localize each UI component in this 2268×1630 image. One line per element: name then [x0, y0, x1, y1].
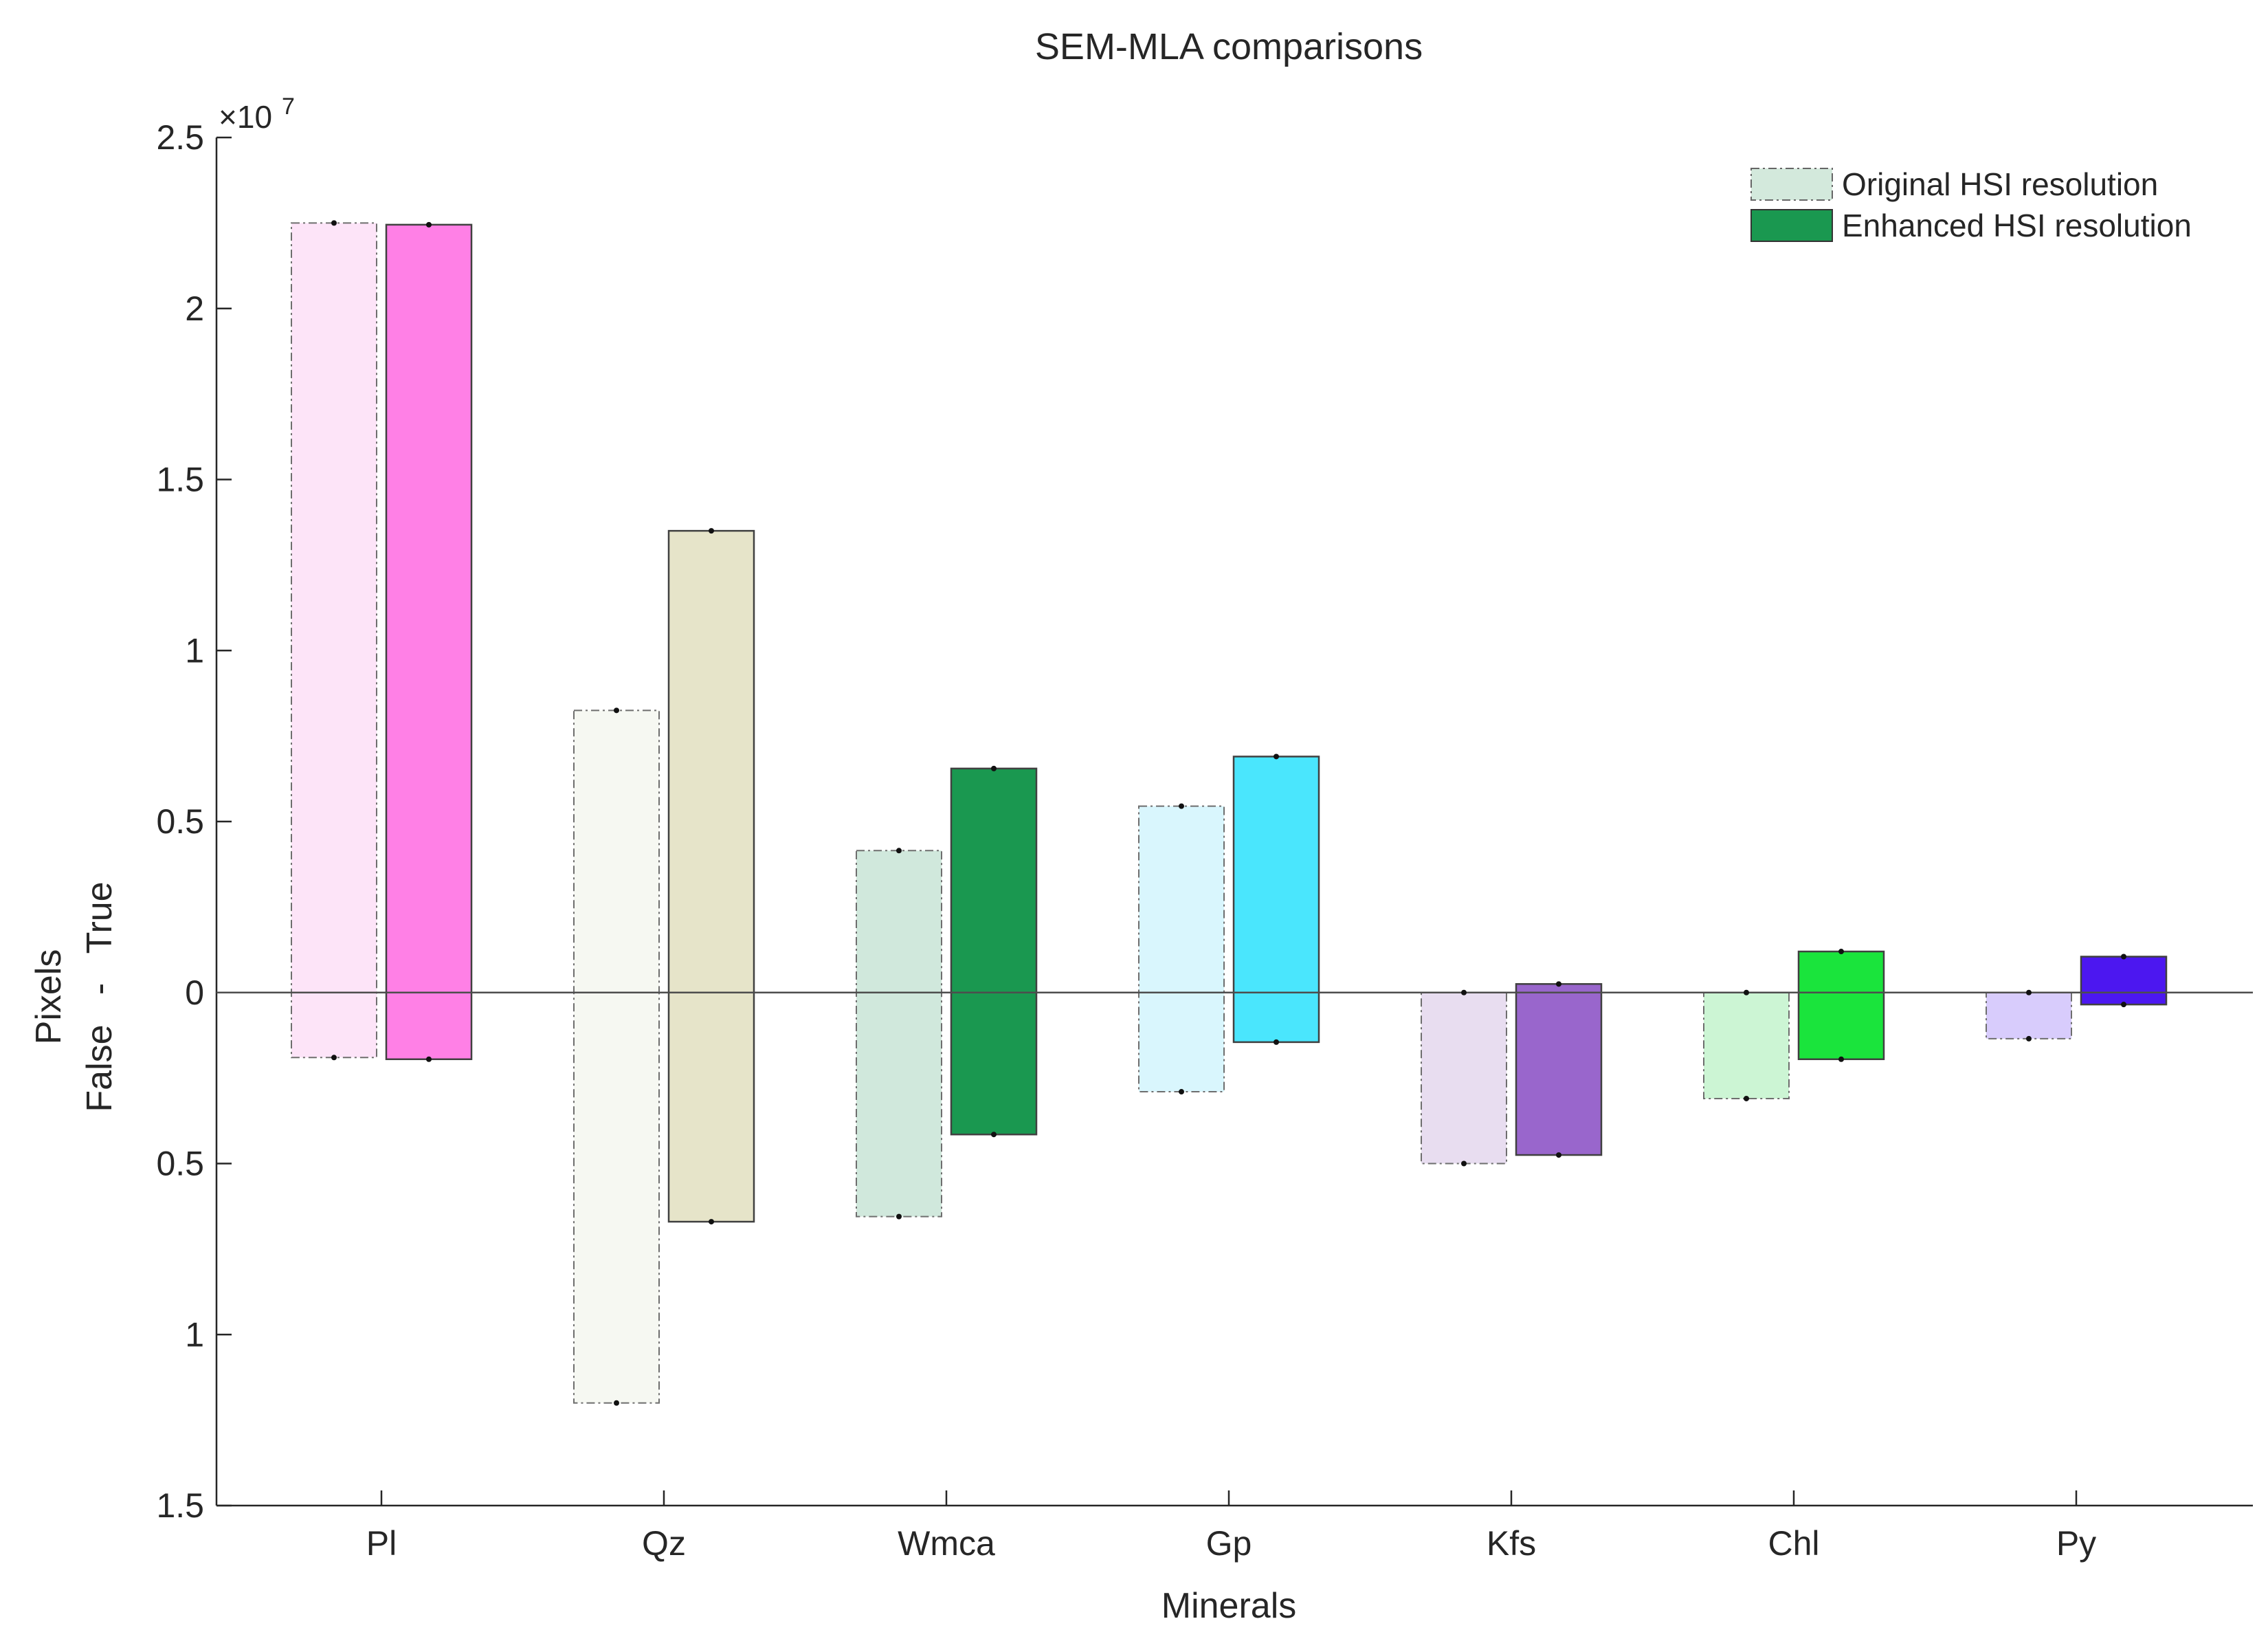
bar-top-marker: [2121, 954, 2126, 960]
axes: 2.5 2 1.5 1 0.5 0 0.5 1 1.5 Pl Qz Wmca Gp Kfs Chl Py: [156, 118, 2253, 1563]
chart-title: SEM-MLA comparisons: [1035, 26, 1423, 67]
x-tick-label: Py: [2056, 1524, 2096, 1563]
y-exponent-power: 7: [282, 93, 295, 120]
bar-enhanced-gp: [1232, 756, 1320, 1044]
x-tick-label: Wmca: [898, 1524, 995, 1563]
bar-bottom-marker: [1556, 1152, 1561, 1158]
bar-top-marker: [709, 528, 714, 534]
bar-top-marker: [896, 848, 902, 854]
bar-original-kfs: [1421, 991, 1507, 1165]
bar-enhanced-qz: [667, 529, 755, 1223]
bar-bottom-marker: [1744, 1095, 1749, 1101]
bar-bottom-marker: [1179, 1089, 1184, 1095]
x-axis-label: Minerals: [1161, 1586, 1297, 1626]
bar-top-marker: [426, 221, 432, 228]
y-tick-label: 1: [185, 1315, 204, 1354]
bar-top-marker: [1556, 981, 1561, 987]
bar-top-marker: [1744, 989, 1749, 995]
bar-bottom-marker: [2026, 1035, 2032, 1042]
y-tick-label: 0: [185, 973, 204, 1012]
legend: Original HSI resolution Enhanced HSI res…: [1750, 166, 2192, 243]
bar-enhanced-chl: [1797, 950, 1885, 1061]
x-tick-label: Qz: [642, 1524, 686, 1563]
y-tick-label: 0.5: [156, 802, 204, 841]
y-tick-label: 2.5: [156, 118, 204, 157]
bar-bottom-marker: [991, 1132, 997, 1138]
bar-bottom-marker: [614, 1400, 619, 1406]
legend-swatch-enhanced: [1750, 209, 1833, 242]
bar-top-marker: [1179, 803, 1184, 809]
bar-original-qz: [573, 709, 660, 1404]
bar-top-marker: [1274, 753, 1279, 760]
bar-original-gp: [1138, 805, 1225, 1093]
bar-top-marker: [331, 220, 337, 226]
bar-original-wmca: [856, 850, 942, 1218]
bar-bottom-marker: [2121, 1002, 2126, 1008]
bar-bottom-marker: [1274, 1039, 1279, 1045]
bar-original-py: [1986, 991, 2072, 1039]
bar-enhanced-pl: [385, 223, 473, 1061]
bar-original-pl: [291, 222, 377, 1059]
y-exponent-base: ×10: [219, 99, 272, 135]
bar-bottom-marker: [331, 1055, 337, 1061]
bar-top-marker: [614, 707, 619, 714]
bar-top-marker: [1838, 949, 1844, 955]
x-tick-label: Chl: [1768, 1524, 1819, 1563]
bar-enhanced-wmca: [950, 767, 1038, 1136]
legend-swatch-original: [1750, 168, 1833, 201]
y-tick-label: 2: [185, 289, 204, 328]
bar-enhanced-kfs: [1515, 983, 1603, 1156]
y-exponent-label: ×10 7: [219, 93, 295, 135]
y-axis-label: Pixels: [29, 949, 69, 1045]
bar-top-marker: [1461, 989, 1467, 995]
x-tick-label: Pl: [366, 1524, 397, 1563]
legend-label-enhanced: Enhanced HSI resolution: [1842, 208, 2192, 243]
bar-bottom-marker: [1461, 1160, 1467, 1167]
bar-bottom-marker: [426, 1056, 432, 1062]
y-tick-label: 0.5: [156, 1145, 204, 1183]
bars: [291, 222, 2168, 1404]
bar-bottom-marker: [1838, 1056, 1844, 1062]
x-tick-label: Kfs: [1487, 1524, 1536, 1563]
legend-label-original: Original HSI resolution: [1842, 166, 2158, 202]
bar-bottom-marker: [896, 1213, 902, 1220]
bar-end-markers: [331, 220, 2126, 1406]
bar-original-chl: [1703, 991, 1790, 1099]
x-tick-label: Gp: [1206, 1524, 1252, 1563]
bar-top-marker: [991, 765, 997, 771]
bar-enhanced-py: [2080, 956, 2168, 1006]
y-axis-sublabel: False - True: [80, 881, 120, 1112]
y-tick-label: 1.5: [156, 461, 204, 499]
y-tick-label: 1.5: [156, 1486, 204, 1525]
y-tick-label: 1: [185, 631, 204, 670]
bar-bottom-marker: [709, 1219, 714, 1225]
bar-top-marker: [2026, 989, 2032, 995]
